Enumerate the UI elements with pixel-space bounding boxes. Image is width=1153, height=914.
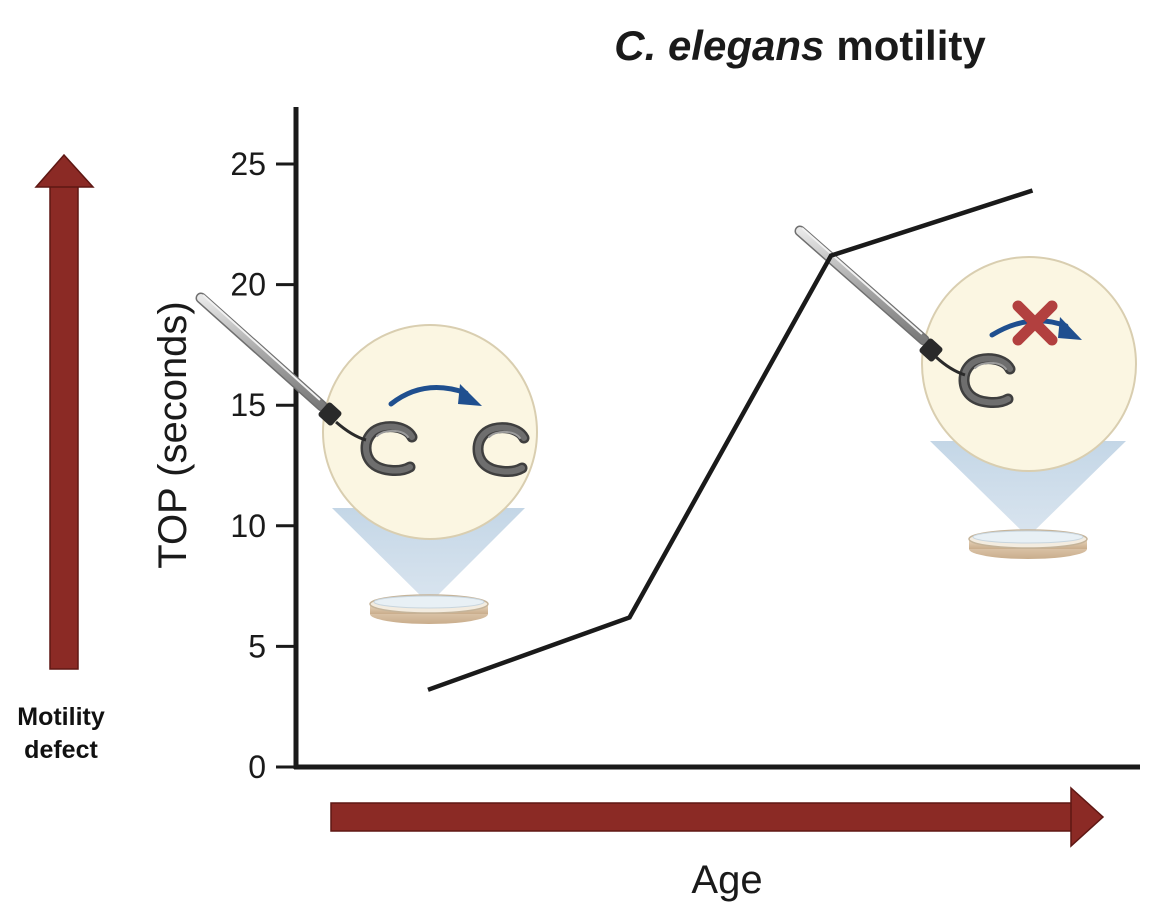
motion-arrow-icon: [388, 384, 482, 407]
series-layer: [427, 188, 1034, 692]
series-line: [427, 188, 1034, 692]
y-tick-label: 5: [248, 628, 266, 664]
y-tick-label: 10: [230, 508, 266, 544]
motility-label-line1: Motility: [17, 703, 105, 731]
chart-title-italic: C. elegans: [614, 22, 824, 69]
chart-title: C. elegans motility: [614, 22, 986, 69]
y-ticks: 0 5 10 15 20 25: [230, 146, 296, 785]
arrow-right-icon: [330, 786, 1105, 848]
chart-title-rest: motility: [836, 22, 986, 69]
pipette-icon: [195, 292, 367, 442]
y-tick-label: 25: [230, 146, 266, 182]
worm-moving-illustration: [195, 292, 538, 624]
x-mark-icon: [1012, 300, 1058, 346]
motility-label-line2: defect: [24, 736, 98, 764]
pipette-icon: [794, 225, 966, 377]
x-axis-label: Age: [691, 858, 762, 902]
y-tick-label: 20: [230, 267, 266, 303]
petri-dish-icon: [968, 529, 1088, 559]
y-tick-label: 0: [248, 749, 266, 785]
y-tick-label: 15: [230, 387, 266, 423]
petri-dish-icon: [369, 594, 489, 624]
y-axis-label: TOP (seconds): [151, 301, 195, 569]
worm-stuck-illustration: [794, 225, 1137, 559]
arrow-up-icon: [34, 153, 95, 670]
